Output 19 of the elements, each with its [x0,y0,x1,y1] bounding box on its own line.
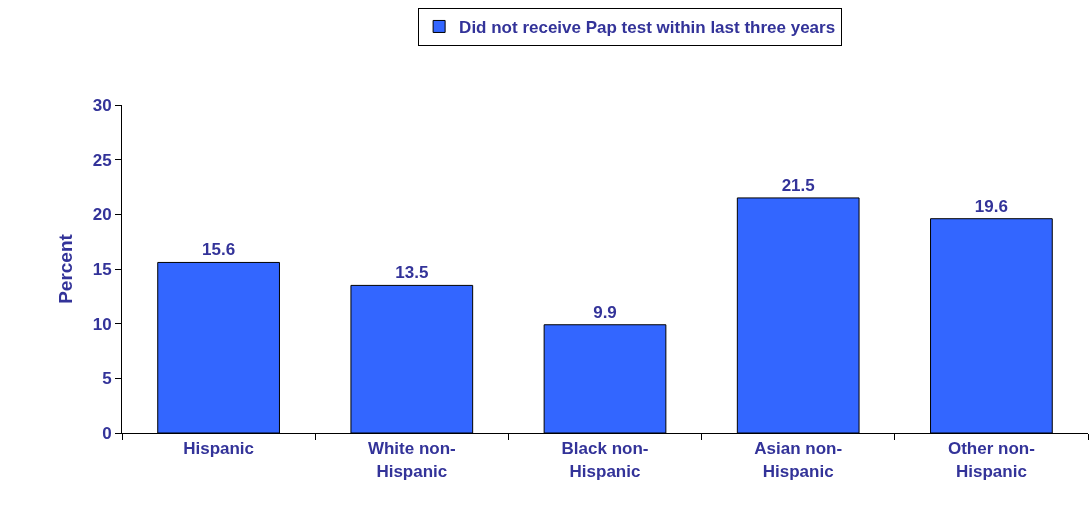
y-tick-label: 15 [92,259,112,279]
x-tick-label: White non- Hispanic [367,439,456,481]
x-tick-label: Hispanic [183,439,255,459]
data-label: 19.6 [974,196,1008,216]
y-tick-label: 30 [92,95,112,115]
legend-label: Did not receive Pap test within last three years [459,18,836,38]
y-axis-title: Percent [54,233,76,304]
data-label: 9.9 [593,302,617,322]
x-tick-label: Black non- Hispanic [561,439,649,481]
x-tick-label: Other non- Hispanic [947,439,1035,481]
y-tick-label: 5 [102,369,112,389]
data-label: 13.5 [395,263,429,283]
y-tick-label: 10 [92,314,112,334]
y-tick-label: 20 [92,205,112,225]
data-label: 15.6 [202,240,236,260]
data-label: 21.5 [781,175,815,195]
y-tick-label: 0 [102,423,112,443]
y-tick-label: 25 [92,150,112,170]
x-tick-label: Asian non- Hispanic [754,439,843,481]
